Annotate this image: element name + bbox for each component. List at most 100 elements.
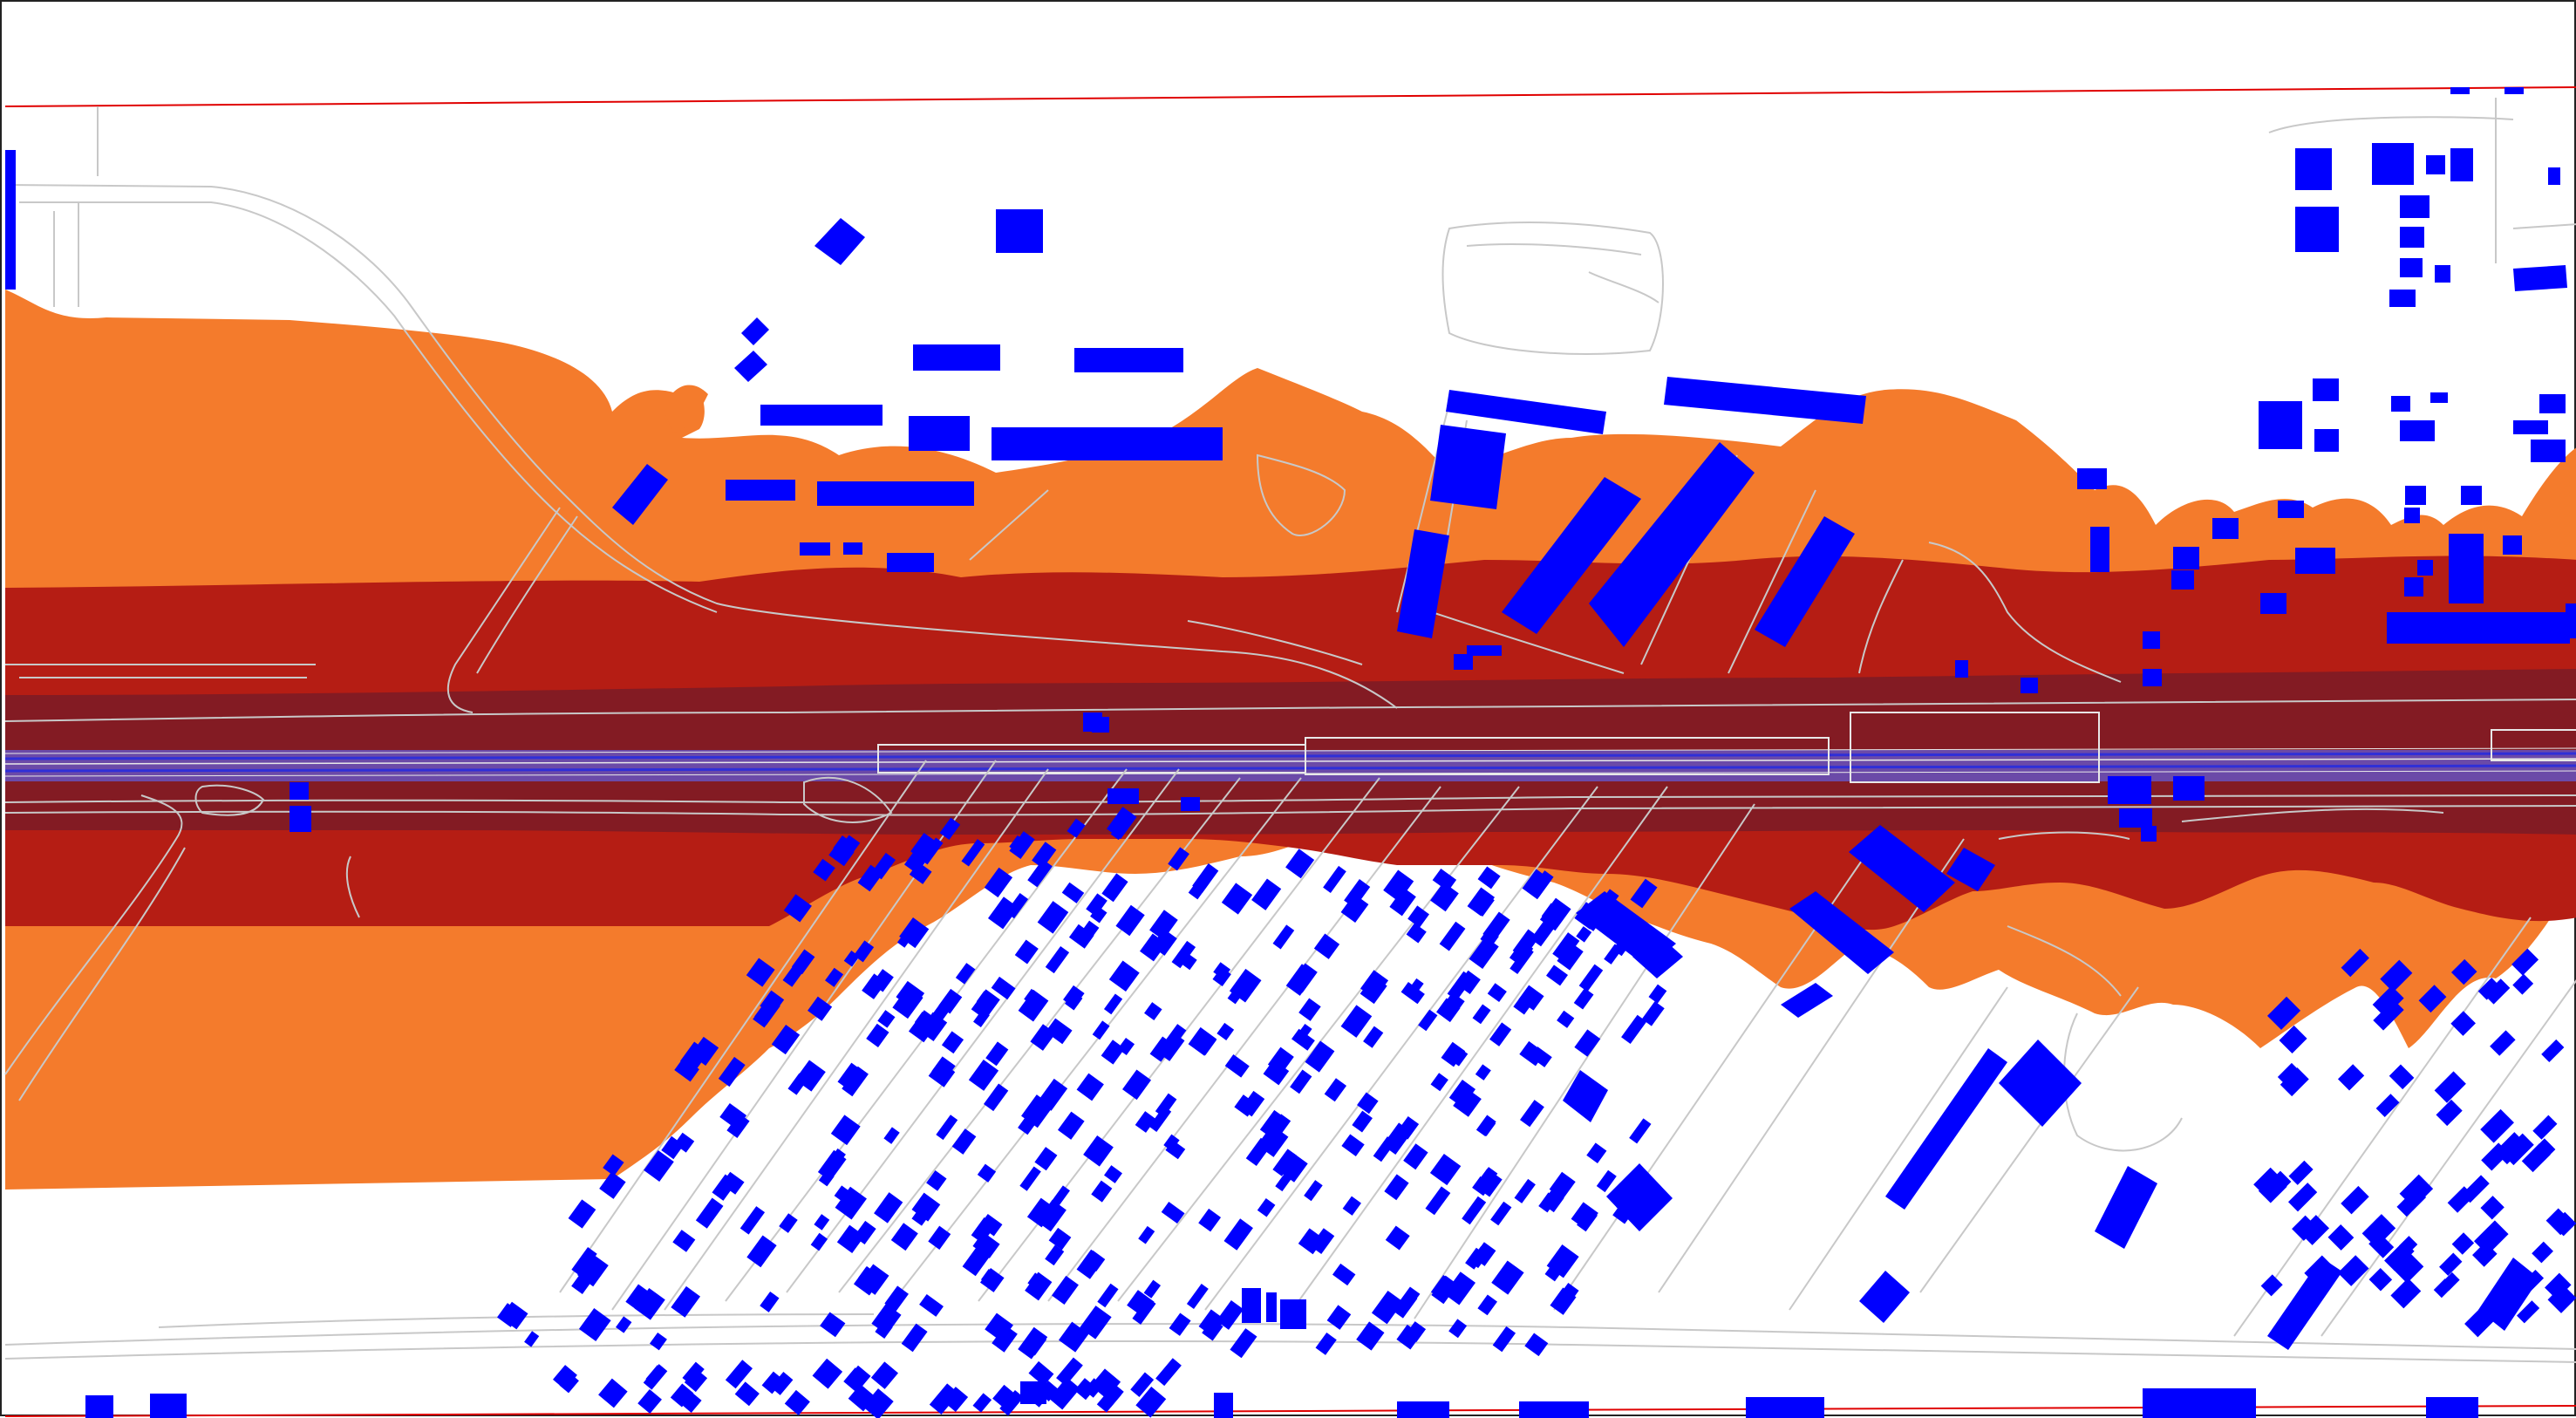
building: [649, 1332, 667, 1351]
building: [825, 967, 844, 987]
building: [909, 862, 932, 884]
building: [1149, 910, 1178, 940]
building: [1557, 942, 1584, 971]
building: [712, 1174, 737, 1201]
building: [1290, 963, 1318, 993]
building: [497, 1303, 521, 1327]
building: [2258, 1174, 2287, 1203]
building: [1127, 1290, 1155, 1318]
building: [961, 839, 985, 867]
building: [1641, 1001, 1665, 1026]
building: [2434, 1071, 2466, 1103]
building: [1530, 870, 1554, 898]
building: [718, 1056, 746, 1087]
building: [1036, 1199, 1067, 1232]
building: [1108, 960, 1140, 992]
building: [760, 1291, 780, 1312]
building: [854, 1220, 876, 1244]
building: [1448, 1319, 1468, 1339]
buildings: [5, 87, 2576, 1418]
building: [1530, 1046, 1552, 1067]
building: [926, 1170, 947, 1191]
building: [2441, 1271, 2460, 1292]
building: [875, 1320, 893, 1339]
building: [754, 997, 780, 1026]
building: [843, 1367, 868, 1392]
building: [1578, 964, 1604, 992]
building: [784, 1389, 810, 1415]
building: [2368, 1232, 2395, 1258]
building: [2280, 1067, 2309, 1097]
building: [2481, 1142, 2510, 1171]
building: [1313, 933, 1340, 959]
building: [603, 1154, 624, 1176]
building: [1530, 921, 1554, 947]
building: [1482, 911, 1510, 943]
building: [1045, 945, 1070, 974]
building: [883, 1127, 900, 1144]
building: [1191, 1029, 1217, 1055]
building: [2532, 1115, 2558, 1140]
building: [1474, 1168, 1503, 1197]
building: [991, 976, 1016, 1000]
building: [598, 1378, 628, 1408]
building: [919, 1294, 944, 1317]
building: [1557, 1010, 1575, 1028]
building: [1080, 1306, 1112, 1340]
building: [1487, 983, 1507, 1003]
building: [1028, 1360, 1054, 1387]
building: [835, 1186, 867, 1220]
building: [770, 1371, 794, 1395]
building: [1192, 863, 1219, 894]
building: [1629, 1118, 1652, 1144]
building: [1076, 1073, 1104, 1101]
building: [999, 1390, 1024, 1416]
building: [1018, 1117, 1036, 1135]
building: [1509, 946, 1534, 975]
building: [1092, 1020, 1110, 1040]
building: [1063, 985, 1085, 1008]
building: [750, 1238, 772, 1262]
building: [1360, 975, 1387, 1005]
building: [1457, 970, 1481, 994]
building: [1324, 1078, 1347, 1102]
building: [1155, 1093, 1177, 1118]
building: [2361, 1214, 2396, 1248]
building: [1224, 1054, 1250, 1078]
building: [1586, 1142, 1607, 1163]
building: [1155, 1358, 1182, 1387]
building: [929, 1383, 959, 1415]
building: [936, 1115, 958, 1141]
building: [1083, 1135, 1114, 1167]
building: [1285, 849, 1315, 879]
building: [1051, 1185, 1070, 1207]
building: [2532, 1241, 2553, 1264]
building: [1341, 1134, 1365, 1156]
building: [625, 1284, 655, 1314]
building: [761, 1371, 784, 1394]
building: [1245, 1137, 1271, 1167]
building: [834, 1185, 854, 1204]
building: [1075, 920, 1100, 947]
building: [2380, 959, 2413, 992]
building: [1138, 1225, 1155, 1244]
building: [1573, 987, 1594, 1010]
building: [1169, 1312, 1191, 1336]
building: [979, 1268, 1005, 1292]
building: [2341, 948, 2369, 978]
building: [1216, 1300, 1244, 1330]
building: [985, 1312, 1013, 1342]
building: [977, 1163, 997, 1183]
building: [2393, 1252, 2424, 1284]
building: [1135, 1387, 1167, 1418]
building: [828, 841, 855, 867]
building: [1304, 1180, 1323, 1202]
building: [725, 1360, 753, 1389]
building: [1305, 1040, 1335, 1073]
building: [739, 1206, 766, 1235]
building: [1546, 965, 1569, 986]
building: [2450, 958, 2477, 985]
building: [670, 1383, 694, 1408]
building: [1084, 1378, 1104, 1398]
